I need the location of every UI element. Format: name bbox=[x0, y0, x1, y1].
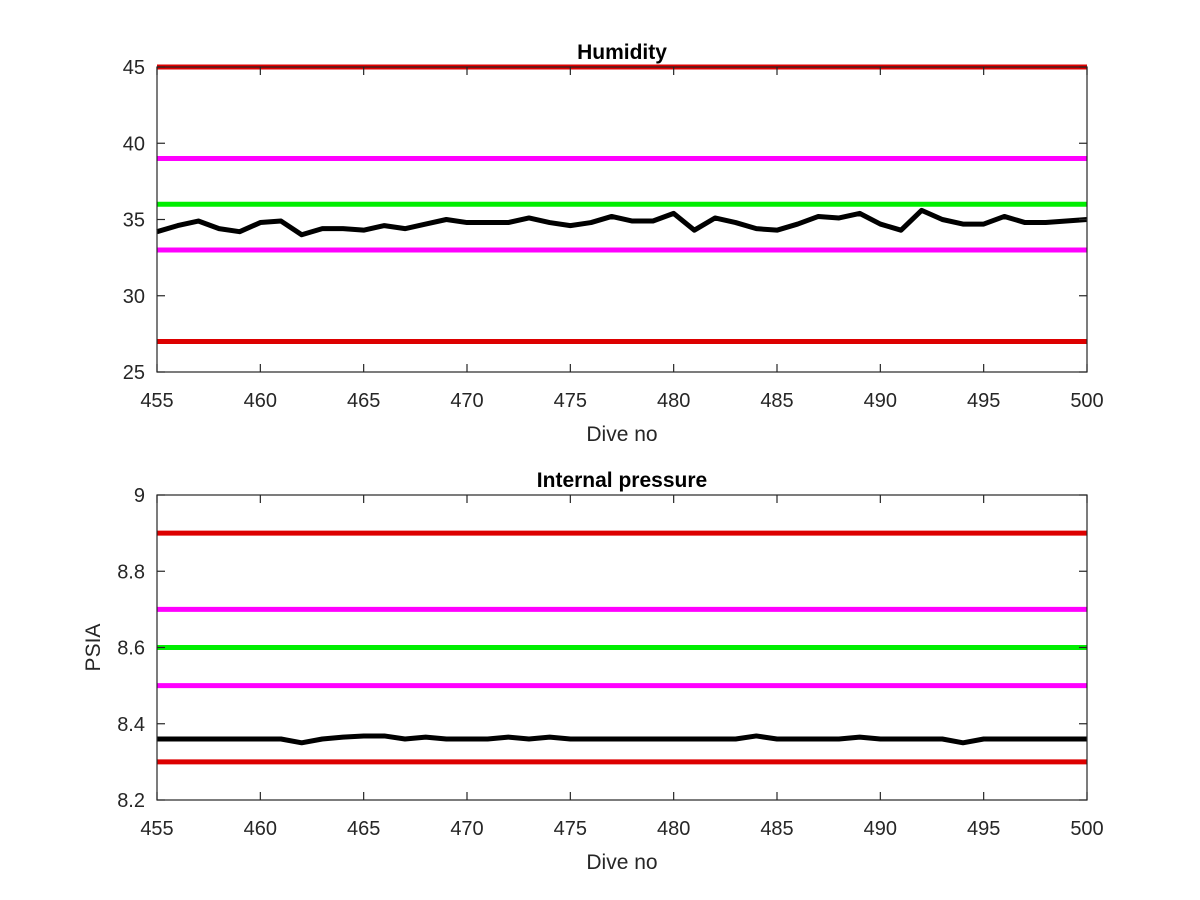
x-tick-label: 485 bbox=[760, 818, 793, 840]
y-tick-label: 8.8 bbox=[117, 561, 145, 583]
y-tick-label: 9 bbox=[134, 485, 145, 507]
chart-title: Humidity bbox=[577, 41, 667, 64]
y-tick-label: 8.4 bbox=[117, 714, 145, 736]
x-tick-label: 495 bbox=[967, 390, 1000, 412]
x-tick-label: 500 bbox=[1070, 390, 1103, 412]
y-tick-label: 45 bbox=[123, 57, 145, 79]
x-axis-label: Dive no bbox=[586, 423, 657, 446]
x-tick-label: 470 bbox=[450, 390, 483, 412]
x-tick-label: 460 bbox=[244, 818, 277, 840]
x-tick-label: 480 bbox=[657, 390, 690, 412]
y-tick-label: 35 bbox=[123, 210, 145, 232]
data-series-line bbox=[156, 207, 1088, 238]
y-tick-label: 30 bbox=[123, 286, 145, 308]
x-tick-label: 485 bbox=[760, 390, 793, 412]
chart-title: Internal pressure bbox=[537, 469, 707, 492]
x-tick-label: 500 bbox=[1070, 818, 1103, 840]
y-tick-label: 8.6 bbox=[117, 638, 145, 660]
y-tick-label: 8.2 bbox=[117, 790, 145, 812]
chart-panel-2: 455 460 465 470 475 480 485 490 495 500 8.2 8.4 8.6 8… bbox=[82, 469, 1104, 874]
x-tick-label: 455 bbox=[140, 390, 173, 412]
chart-panel-1: 455 460 465 470 475 480 485 490 495 500 25 30 35 40 45… bbox=[123, 41, 1104, 446]
x-tick-label: 495 bbox=[967, 818, 1000, 840]
y-axis-label: PSIA bbox=[82, 624, 105, 672]
x-tick-label: 475 bbox=[554, 390, 587, 412]
data-series-line bbox=[157, 733, 1087, 746]
x-tick-label: 455 bbox=[140, 818, 173, 840]
x-tick-label: 465 bbox=[347, 818, 380, 840]
x-tick-label: 475 bbox=[554, 818, 587, 840]
x-tick-label: 490 bbox=[864, 818, 897, 840]
x-tick-label: 490 bbox=[864, 390, 897, 412]
x-tick-label: 480 bbox=[657, 818, 690, 840]
x-tick-label: 460 bbox=[244, 390, 277, 412]
x-tick-label: 465 bbox=[347, 390, 380, 412]
y-tick-label: 40 bbox=[123, 133, 145, 155]
x-axis-label: Dive no bbox=[586, 851, 657, 874]
x-tick-label: 470 bbox=[450, 818, 483, 840]
y-tick-label: 25 bbox=[123, 362, 145, 384]
